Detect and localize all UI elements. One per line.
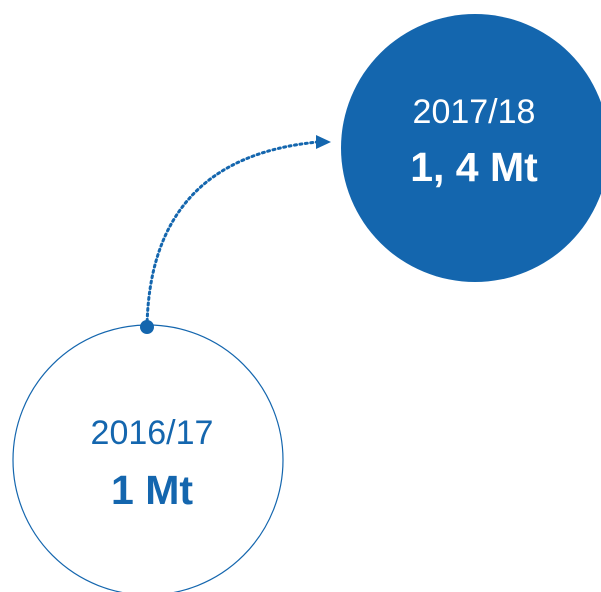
node-value: 1, 4 Mt xyxy=(410,144,538,190)
connector xyxy=(145,140,320,329)
node-value: 1 Mt xyxy=(111,467,193,513)
node-2017-circle xyxy=(341,14,601,282)
node-year: 2017/18 xyxy=(413,93,536,131)
connector-dot xyxy=(140,320,154,334)
node-2016-circle xyxy=(12,324,284,592)
node-year: 2016/17 xyxy=(91,414,214,452)
arrowhead xyxy=(316,135,331,149)
